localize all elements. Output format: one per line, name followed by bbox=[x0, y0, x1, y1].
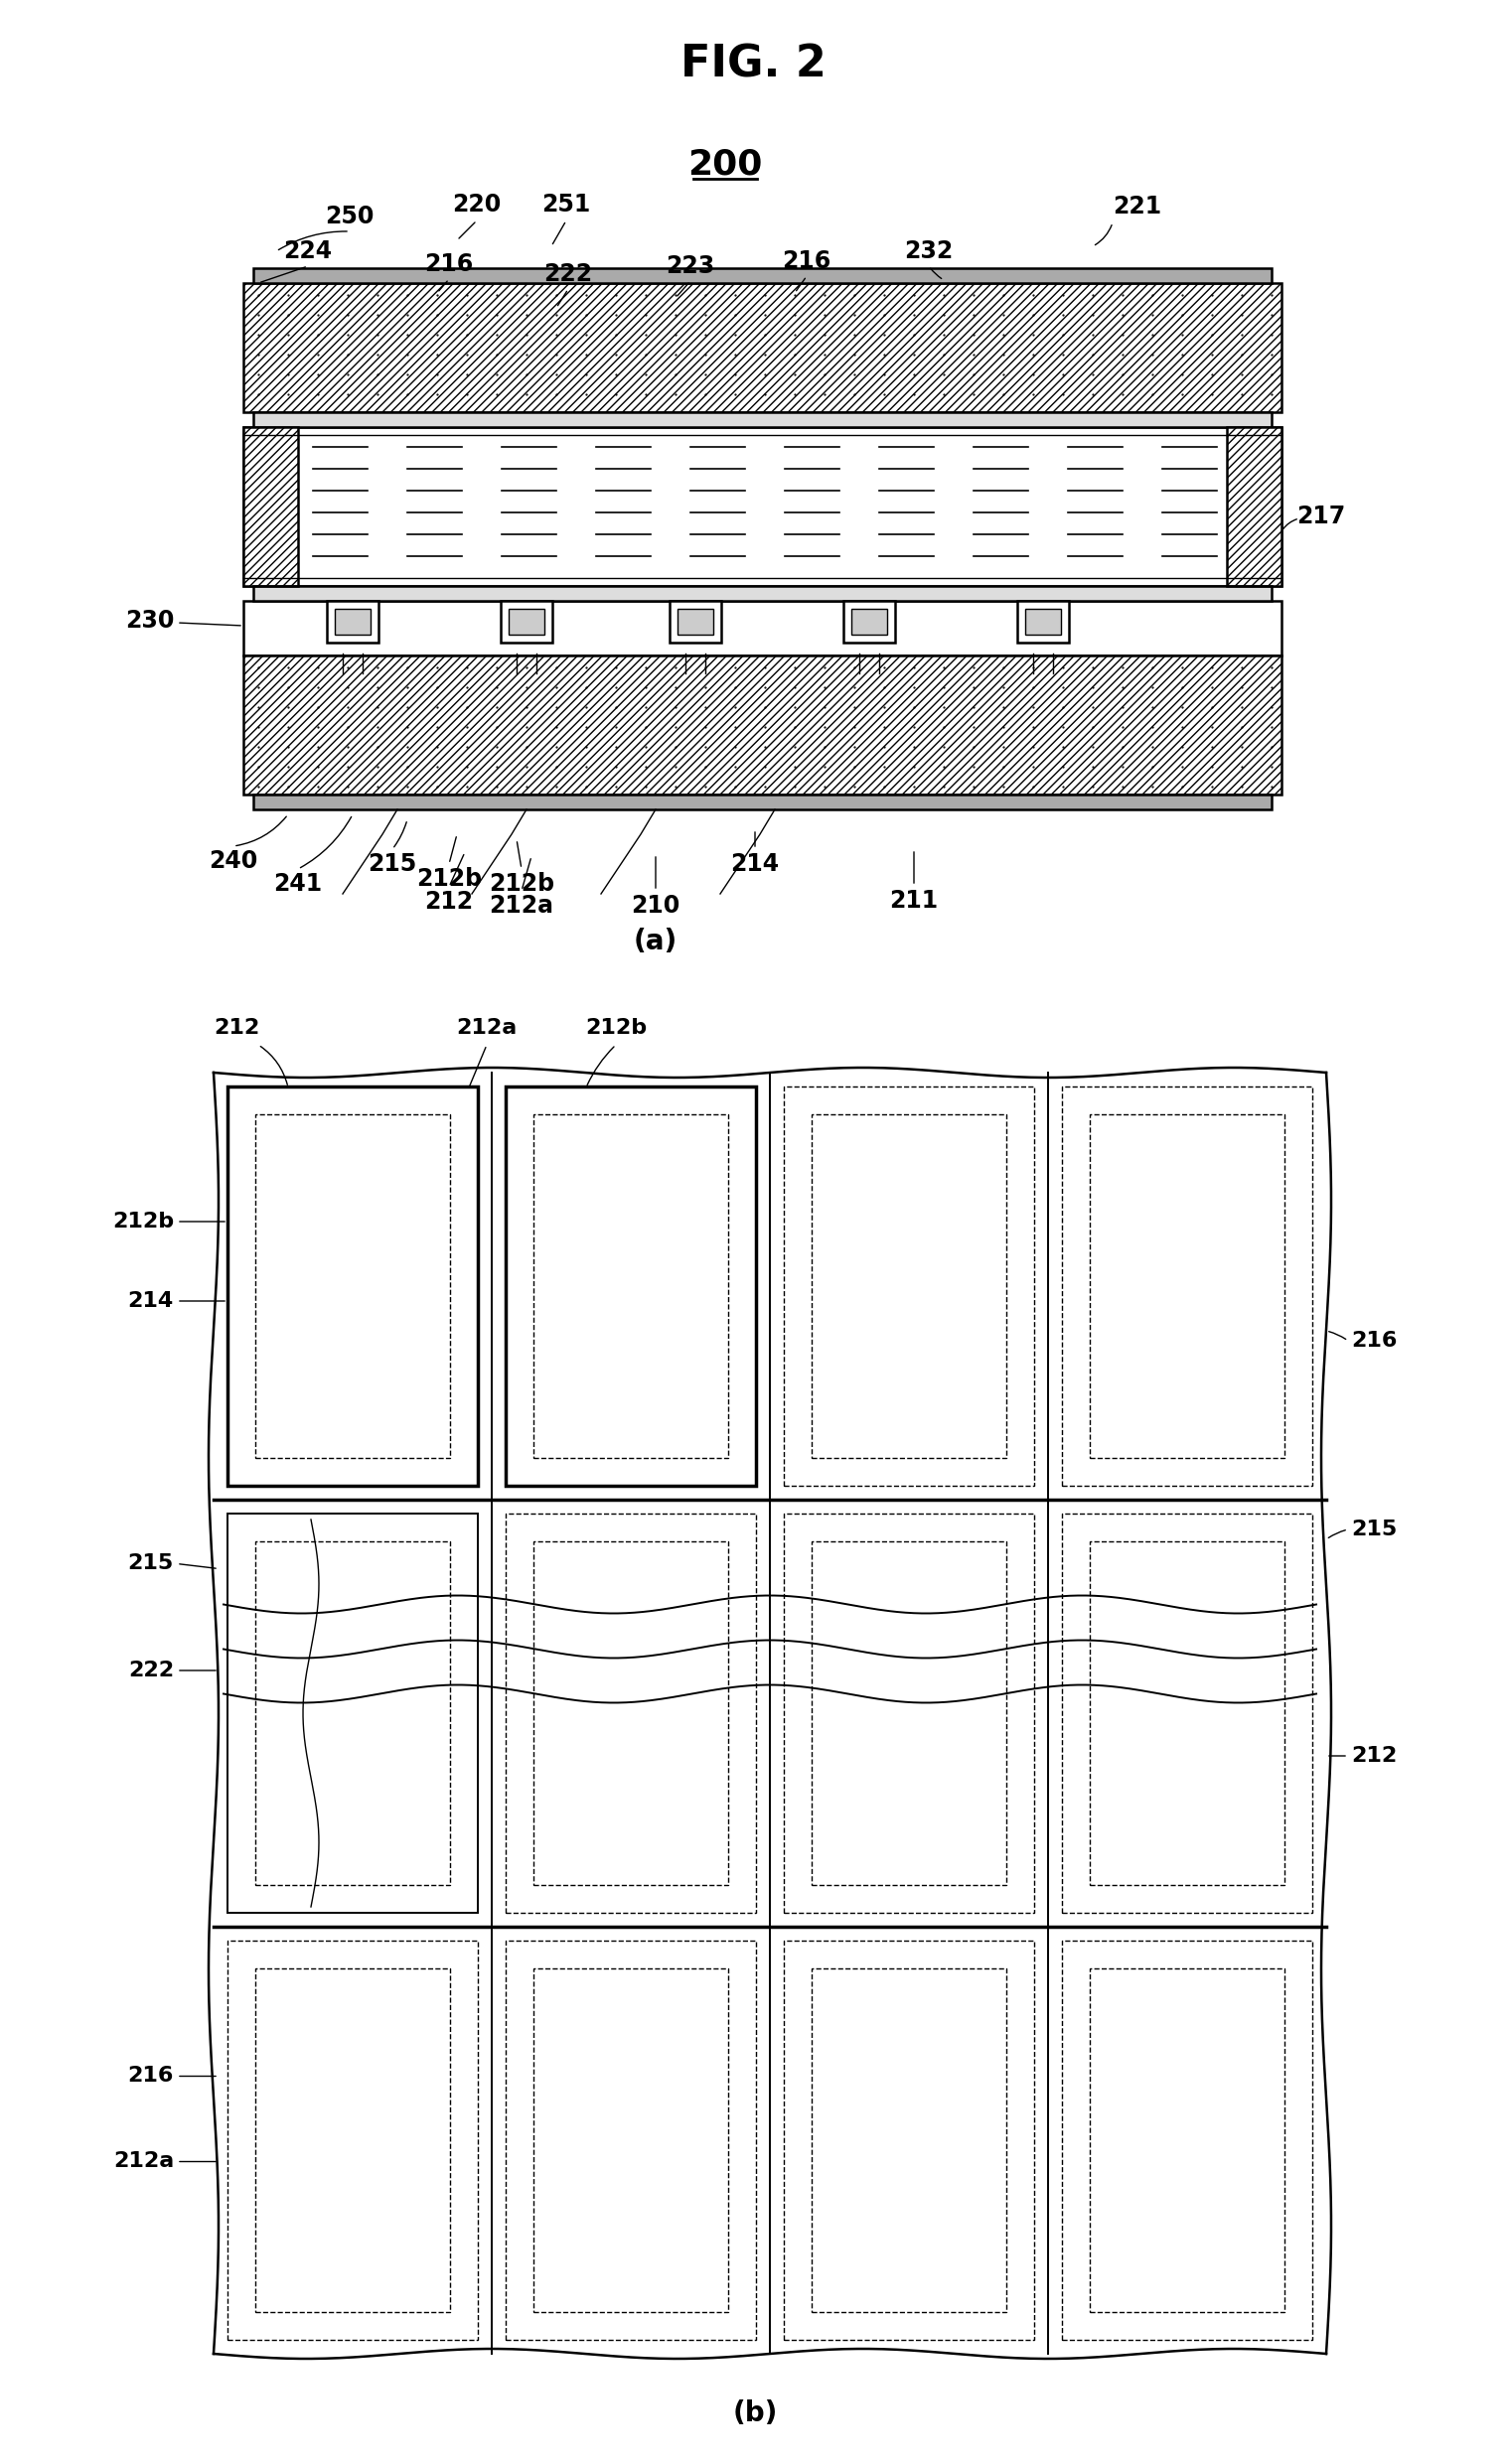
Text: 217: 217 bbox=[1296, 505, 1346, 527]
Text: 222: 222 bbox=[128, 1661, 173, 1680]
Text: 212b: 212b bbox=[112, 1212, 173, 1232]
Text: 212b: 212b bbox=[488, 872, 555, 897]
Text: (a): (a) bbox=[633, 926, 678, 956]
Bar bbox=[244, 426, 1281, 586]
Bar bbox=[1227, 426, 1281, 586]
Bar bbox=[1062, 1513, 1313, 1912]
Bar bbox=[784, 1942, 1034, 2341]
Text: 215: 215 bbox=[128, 1555, 173, 1574]
Bar bbox=[812, 1969, 1007, 2311]
Text: 212: 212 bbox=[425, 890, 473, 914]
Text: 232: 232 bbox=[904, 239, 954, 264]
Text: 240: 240 bbox=[209, 850, 258, 872]
Text: (b): (b) bbox=[732, 2400, 778, 2427]
Bar bbox=[1025, 609, 1061, 636]
Bar bbox=[1090, 1542, 1284, 1885]
Bar bbox=[228, 1087, 478, 1486]
Bar bbox=[1017, 601, 1068, 643]
Bar bbox=[255, 1969, 451, 2311]
Bar bbox=[669, 601, 722, 643]
Text: 250: 250 bbox=[326, 205, 374, 229]
Bar bbox=[812, 1542, 1007, 1885]
Text: 241: 241 bbox=[274, 872, 322, 897]
Bar bbox=[1062, 1942, 1313, 2341]
Bar bbox=[244, 655, 1281, 793]
Bar bbox=[506, 1087, 757, 1486]
Text: 220: 220 bbox=[452, 192, 502, 217]
Text: 200: 200 bbox=[687, 148, 763, 180]
Text: 214: 214 bbox=[128, 1291, 173, 1311]
Text: 210: 210 bbox=[631, 894, 680, 917]
Text: 251: 251 bbox=[543, 192, 591, 217]
Bar bbox=[244, 426, 298, 586]
Bar bbox=[533, 1542, 728, 1885]
Text: 212b: 212b bbox=[585, 1018, 647, 1037]
Bar bbox=[1227, 426, 1281, 586]
Text: 212: 212 bbox=[214, 1018, 259, 1037]
Bar bbox=[844, 601, 895, 643]
Bar bbox=[244, 601, 1281, 655]
Bar bbox=[255, 1114, 451, 1459]
Text: FIG. 2: FIG. 2 bbox=[680, 44, 826, 86]
Text: 212: 212 bbox=[1352, 1747, 1397, 1767]
Bar bbox=[253, 793, 1272, 808]
Bar bbox=[335, 609, 371, 636]
Bar bbox=[506, 1513, 757, 1912]
Bar bbox=[253, 586, 1272, 601]
Bar bbox=[506, 1942, 757, 2341]
Bar bbox=[500, 601, 553, 643]
Bar bbox=[1062, 1087, 1313, 1486]
Bar bbox=[533, 1114, 728, 1459]
Text: 211: 211 bbox=[889, 890, 939, 912]
Text: 224: 224 bbox=[283, 239, 333, 264]
Text: 222: 222 bbox=[544, 261, 592, 286]
Text: 214: 214 bbox=[731, 853, 779, 877]
Text: 212a: 212a bbox=[113, 2151, 173, 2171]
Text: 212a: 212a bbox=[457, 1018, 517, 1037]
Bar bbox=[244, 426, 298, 586]
Bar bbox=[228, 1942, 478, 2341]
Bar bbox=[253, 269, 1272, 283]
Text: 223: 223 bbox=[666, 254, 714, 278]
Bar bbox=[678, 609, 713, 636]
Text: 215: 215 bbox=[1352, 1520, 1397, 1540]
Text: 215: 215 bbox=[368, 853, 417, 877]
Bar bbox=[533, 1969, 728, 2311]
Bar bbox=[228, 1513, 478, 1912]
Text: 216: 216 bbox=[128, 2067, 173, 2087]
Text: 216: 216 bbox=[782, 249, 830, 274]
Bar bbox=[851, 609, 888, 636]
Bar bbox=[327, 601, 378, 643]
Text: 216: 216 bbox=[425, 251, 473, 276]
Text: 212a: 212a bbox=[490, 894, 555, 917]
Bar bbox=[1090, 1114, 1284, 1459]
Text: 230: 230 bbox=[125, 609, 173, 633]
Bar bbox=[784, 1087, 1034, 1486]
Bar bbox=[255, 1542, 451, 1885]
Text: 216: 216 bbox=[1352, 1331, 1397, 1350]
Bar bbox=[253, 411, 1272, 426]
Bar bbox=[1090, 1969, 1284, 2311]
Bar bbox=[812, 1114, 1007, 1459]
Text: 221: 221 bbox=[1112, 195, 1162, 219]
Text: 212b: 212b bbox=[416, 867, 482, 892]
Bar bbox=[509, 609, 544, 636]
Bar bbox=[244, 283, 1281, 411]
Bar bbox=[784, 1513, 1034, 1912]
